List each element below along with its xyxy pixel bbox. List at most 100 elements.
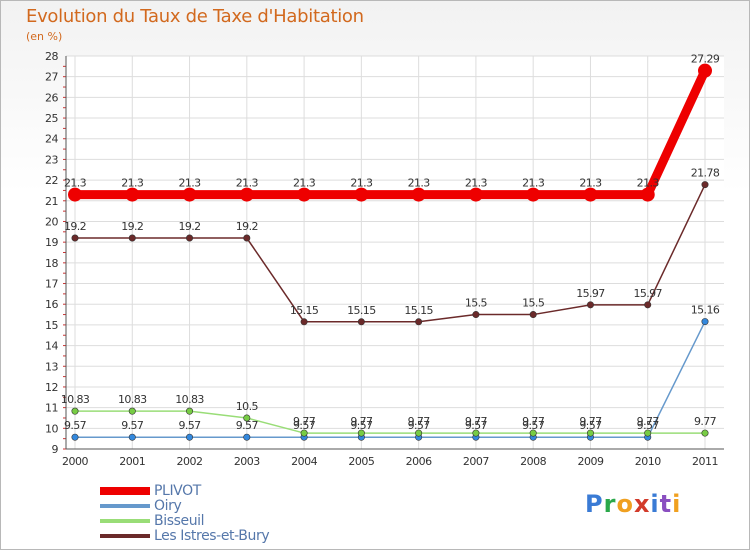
data-label: 15.5 xyxy=(522,297,545,310)
data-point xyxy=(357,429,365,437)
data-label: 15.5 xyxy=(465,297,488,310)
data-point xyxy=(71,234,79,242)
chart-subtitle: (en %) xyxy=(26,30,63,43)
y-tick-label: 22 xyxy=(45,174,58,187)
legend-swatch xyxy=(100,504,150,508)
data-point xyxy=(239,187,254,202)
data-point xyxy=(640,187,655,202)
data-point xyxy=(243,234,251,242)
data-point xyxy=(71,433,79,441)
data-label: 15.97 xyxy=(576,287,605,300)
data-label: 10.83 xyxy=(118,393,147,406)
logo-letter: r xyxy=(603,490,617,518)
data-label: 9.77 xyxy=(350,415,373,428)
data-point xyxy=(644,301,652,309)
data-label: 9.57 xyxy=(579,419,602,432)
data-label: 19.2 xyxy=(236,220,258,233)
data-point xyxy=(354,187,369,202)
data-point xyxy=(182,187,197,202)
x-tick-label: 2008 xyxy=(520,455,546,468)
data-label: 15.16 xyxy=(691,304,720,317)
logo-letter: x xyxy=(633,490,651,518)
y-tick-label: 13 xyxy=(45,360,58,373)
y-tick-label: 16 xyxy=(45,298,58,311)
data-label: 9.77 xyxy=(579,415,602,428)
data-label: 21.3 xyxy=(637,177,660,190)
y-tick-label: 10 xyxy=(45,422,58,435)
legend-swatch xyxy=(100,519,150,523)
y-tick-label: 24 xyxy=(45,133,58,146)
legend-item: PLIVOT xyxy=(100,483,400,499)
data-label: 15.15 xyxy=(404,304,433,317)
data-label: 10.5 xyxy=(236,400,259,413)
logo-letter: i xyxy=(650,490,660,518)
data-point xyxy=(357,318,365,326)
data-label: 9.77 xyxy=(522,415,545,428)
data-point xyxy=(128,433,136,441)
data-label: 21.3 xyxy=(121,177,144,190)
data-point xyxy=(68,187,82,202)
data-point xyxy=(701,318,709,326)
series-line-les-istres-et-bury xyxy=(74,183,706,323)
data-point xyxy=(128,407,136,415)
x-tick-label: 2003 xyxy=(234,455,260,468)
data-point xyxy=(300,318,308,326)
chart-title: Evolution du Taux de Taxe d'Habitation xyxy=(26,6,364,27)
data-point xyxy=(186,433,194,441)
data-label: 15.15 xyxy=(347,304,376,317)
legend-item: Oiry xyxy=(100,498,400,514)
data-label: 10.83 xyxy=(61,393,90,406)
data-point xyxy=(415,429,423,437)
data-label: 19.2 xyxy=(178,220,200,233)
data-label: 9.57 xyxy=(121,419,144,432)
data-label: 9.57 xyxy=(236,419,259,432)
y-tick-label: 11 xyxy=(45,402,58,415)
legend-swatch xyxy=(100,487,150,495)
logo-letter: P xyxy=(585,490,604,518)
x-tick-label: 2010 xyxy=(635,455,661,468)
data-label: 9.57 xyxy=(350,419,373,432)
x-tick-label: 2009 xyxy=(577,455,603,468)
y-tick-label: 14 xyxy=(45,340,58,353)
data-label: 27.29 xyxy=(691,53,720,66)
data-point xyxy=(644,429,652,437)
data-point xyxy=(472,311,480,319)
data-point xyxy=(243,414,251,422)
data-label: 21.78 xyxy=(691,167,720,180)
legend-label: PLIVOT xyxy=(154,483,201,499)
x-tick-label: 2002 xyxy=(177,455,203,468)
data-point xyxy=(71,407,79,415)
series-line-plivot xyxy=(70,66,710,200)
data-label: 21.3 xyxy=(408,177,431,190)
y-tick-label: 18 xyxy=(45,257,58,270)
data-point xyxy=(415,318,423,326)
data-point xyxy=(297,187,312,202)
y-tick-label: 28 xyxy=(45,50,58,63)
logo-letter: o xyxy=(616,490,634,518)
data-label: 9.77 xyxy=(694,415,717,428)
y-tick-label: 21 xyxy=(45,195,58,208)
x-tick-label: 2011 xyxy=(692,455,718,468)
logo-letter: t xyxy=(659,490,673,518)
data-label: 21.3 xyxy=(350,177,373,190)
data-point xyxy=(583,187,598,202)
plot-area xyxy=(66,56,724,449)
data-point xyxy=(698,63,712,78)
data-point xyxy=(529,311,537,319)
data-point xyxy=(300,429,308,437)
data-label: 9.57 xyxy=(293,419,316,432)
legend: PLIVOT Oiry Bisseuil Les Istres-et-Bury xyxy=(100,483,400,544)
data-label: 9.57 xyxy=(64,419,87,432)
data-label: 9.57 xyxy=(637,419,660,432)
data-point xyxy=(468,187,483,202)
data-label: 19.2 xyxy=(64,220,86,233)
x-tick-label: 2007 xyxy=(463,455,489,468)
data-point xyxy=(529,429,537,437)
data-point xyxy=(586,301,594,309)
data-label: 9.57 xyxy=(465,419,488,432)
data-label: 9.77 xyxy=(465,415,488,428)
data-label: 15.15 xyxy=(290,304,319,317)
data-point xyxy=(701,429,709,437)
legend-label: Oiry xyxy=(154,498,182,514)
data-label: 21.3 xyxy=(64,177,87,190)
